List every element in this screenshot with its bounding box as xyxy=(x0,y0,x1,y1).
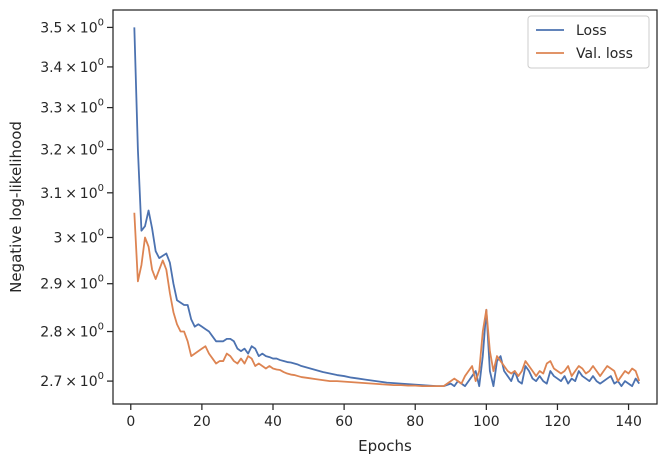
y-tick-label: 3 × 100 xyxy=(54,228,104,247)
y-tick-times: × xyxy=(62,277,79,293)
legend-label: Loss xyxy=(576,23,607,39)
x-tick-label: 100 xyxy=(473,414,500,430)
y-tick-mantissa: 2.8 xyxy=(40,325,62,341)
y-axis-label: Negative log-likelihood xyxy=(7,121,25,293)
y-tick-label: 3.2 × 100 xyxy=(40,140,104,159)
series-val-loss xyxy=(133,212,641,388)
y-tick-exponent: 0 xyxy=(98,140,104,151)
y-tick-times: × xyxy=(62,186,79,202)
y-tick-times: × xyxy=(62,143,79,159)
y-tick-exponent: 0 xyxy=(98,183,104,194)
x-tick-label: 60 xyxy=(335,414,353,430)
chart-marks xyxy=(133,27,641,388)
x-tick-label: 40 xyxy=(264,414,282,430)
y-tick-label: 3.4 × 100 xyxy=(40,57,104,76)
y-tick-base: 10 xyxy=(80,374,98,390)
y-tick-label: 2.9 × 100 xyxy=(40,274,104,293)
y-tick-base: 10 xyxy=(80,231,98,247)
y-tick-times: × xyxy=(62,325,79,341)
y-tick-exponent: 0 xyxy=(98,322,104,333)
y-tick-base: 10 xyxy=(80,186,98,202)
x-tick-label: 80 xyxy=(406,414,424,430)
y-tick-label: 2.8 × 100 xyxy=(40,322,104,341)
y-tick-mantissa: 3.1 xyxy=(40,186,62,202)
x-tick-label: 0 xyxy=(126,414,135,430)
y-tick-base: 10 xyxy=(80,60,98,76)
y-tick-mantissa: 3.5 xyxy=(40,20,62,36)
x-axis-label: Epochs xyxy=(358,437,412,455)
y-tick-exponent: 0 xyxy=(98,228,104,239)
y-tick-label: 3.5 × 100 xyxy=(40,17,104,36)
x-tick-label: 20 xyxy=(193,414,211,430)
y-tick-mantissa: 3.3 xyxy=(40,101,62,117)
y-tick-mantissa: 3.4 xyxy=(40,60,62,76)
y-tick-times: × xyxy=(62,20,79,36)
x-tick-label: 140 xyxy=(615,414,642,430)
y-tick-times: × xyxy=(62,231,79,247)
y-tick-times: × xyxy=(62,374,79,390)
y-tick-mantissa: 2.7 xyxy=(40,374,62,390)
legend-box xyxy=(527,15,650,69)
y-tick-exponent: 0 xyxy=(98,371,104,382)
y-tick-mantissa: 3 xyxy=(54,231,63,247)
y-tick-exponent: 0 xyxy=(98,98,104,109)
y-tick-base: 10 xyxy=(80,101,98,117)
y-tick-exponent: 0 xyxy=(98,274,104,285)
legend: Loss Val. loss xyxy=(527,15,650,69)
y-tick-label: 2.7 × 100 xyxy=(40,371,104,390)
y-tick-label: 3.1 × 100 xyxy=(40,183,104,202)
y-tick-exponent: 0 xyxy=(98,17,104,28)
y-tick-base: 10 xyxy=(80,277,98,293)
y-tick-label: 3.3 × 100 xyxy=(40,98,104,117)
y-tick-mantissa: 2.9 xyxy=(40,277,62,293)
y-tick-mantissa: 3.2 xyxy=(40,143,62,159)
y-tick-base: 10 xyxy=(80,20,98,36)
y-tick-base: 10 xyxy=(80,143,98,159)
legend-label: Val. loss xyxy=(576,46,633,62)
x-tick-label: 120 xyxy=(544,414,571,430)
y-tick-times: × xyxy=(62,101,79,117)
x-axis-ticks: 0 20 40 60 80 100 120 140 xyxy=(126,404,642,430)
plot-frame xyxy=(112,9,658,405)
y-tick-exponent: 0 xyxy=(98,57,104,68)
y-tick-times: × xyxy=(62,60,79,76)
y-tick-base: 10 xyxy=(80,325,98,341)
